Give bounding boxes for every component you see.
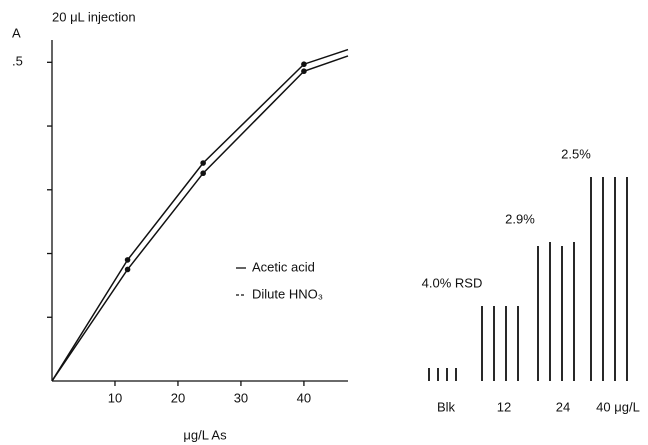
curve — [51, 48, 349, 382]
x-tick-label: 40 — [297, 390, 311, 405]
legend-label: Dilute HNO₃ — [252, 286, 323, 301]
data-point — [200, 170, 206, 177]
rsd-label: 2.5% — [561, 146, 591, 161]
rsd-label: 4.0% RSD — [422, 275, 483, 290]
group-label: Blk — [437, 399, 456, 414]
x-tick-label: 10 — [108, 390, 122, 405]
rsd-label: 2.9% — [505, 211, 535, 226]
group-label: 24 — [556, 399, 570, 414]
x-tick-label: 20 — [171, 390, 185, 405]
x-tick-label: 30 — [234, 390, 248, 405]
curve — [51, 55, 349, 382]
group-label: 12 — [497, 399, 511, 414]
data-point — [301, 68, 307, 75]
data-point — [124, 257, 131, 263]
data-point — [301, 61, 307, 68]
data-point — [124, 266, 131, 273]
legend-label: Acetic acid — [252, 259, 315, 274]
chart-title: 20 μL injection — [52, 9, 136, 24]
y-axis-label: A — [12, 25, 21, 40]
y-tick-label: .5 — [12, 54, 23, 69]
x-axis-label: μg/L As — [183, 427, 227, 442]
group-label: 40 μg/L — [596, 399, 640, 414]
data-point — [200, 160, 206, 166]
